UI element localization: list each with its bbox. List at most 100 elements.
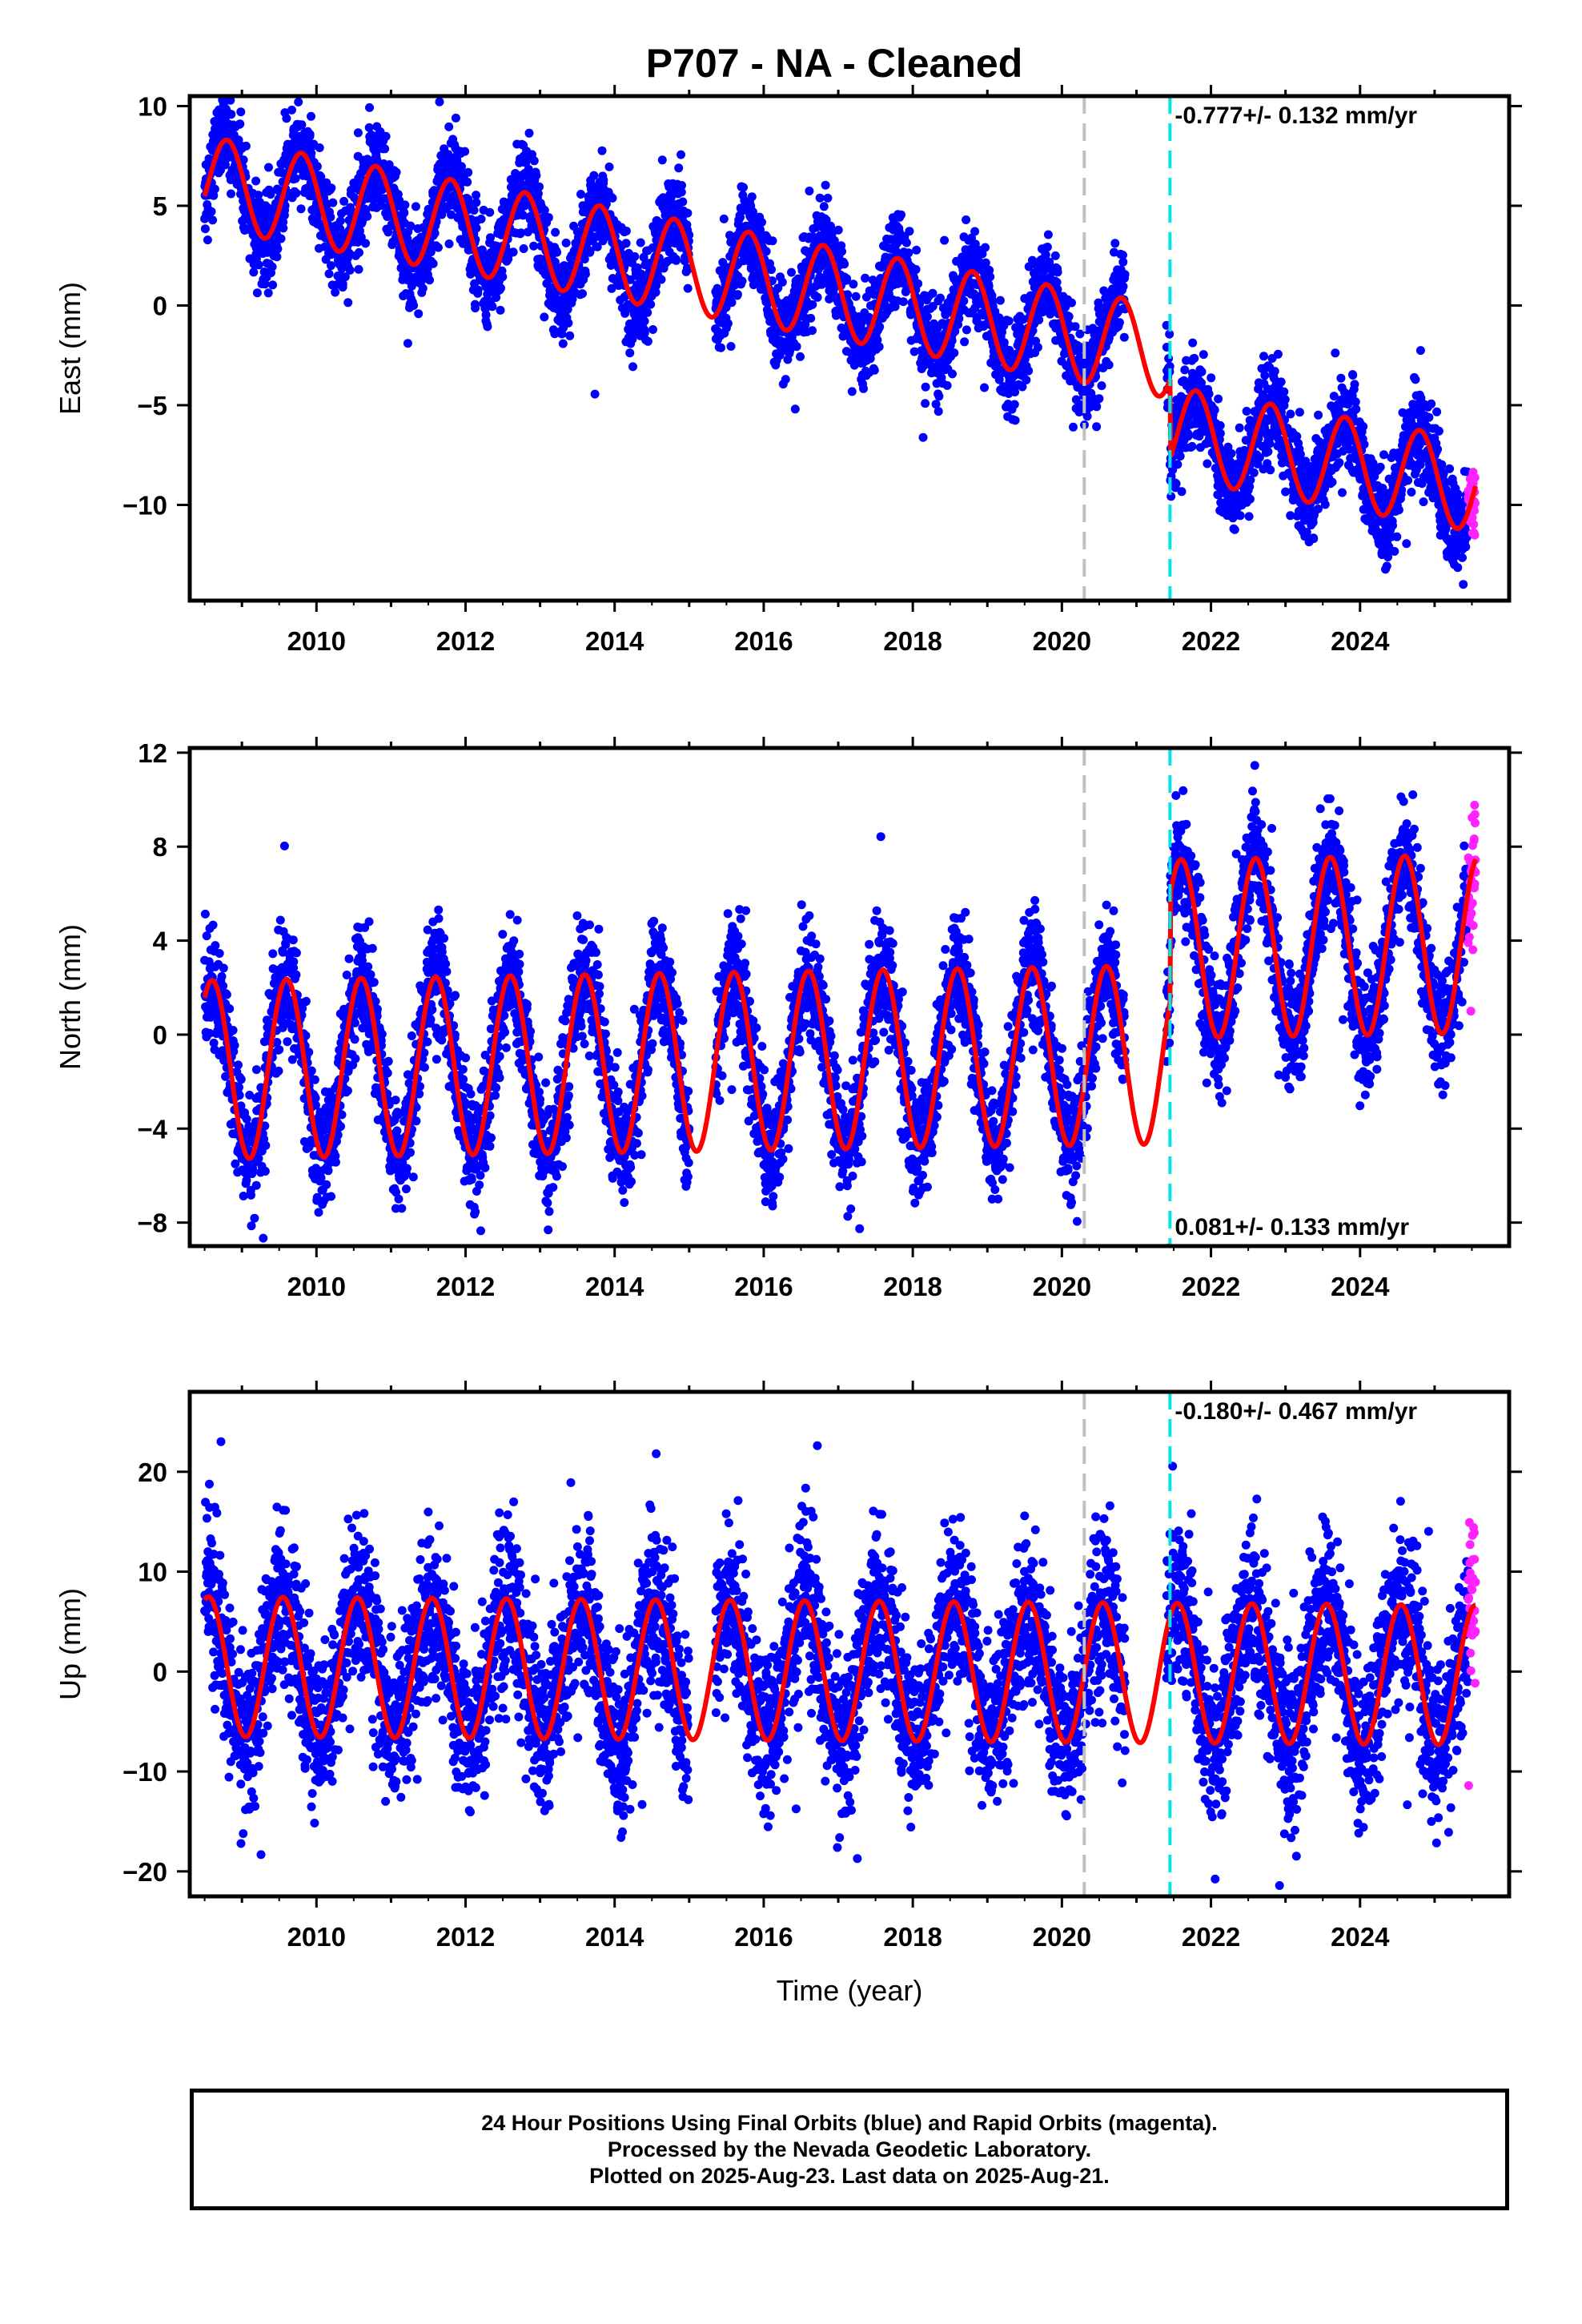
final-point: [276, 234, 286, 243]
final-point: [1286, 409, 1295, 419]
final-point: [296, 204, 306, 214]
final-point: [1175, 452, 1185, 461]
final-point: [1210, 405, 1219, 415]
final-point: [540, 312, 549, 322]
final-point: [249, 267, 259, 277]
final-point: [1235, 423, 1244, 432]
final-point: [851, 292, 861, 301]
final-point: [921, 399, 930, 408]
final-point: [316, 172, 326, 182]
final-point: [529, 156, 539, 166]
final-point: [1104, 360, 1114, 370]
final-point: [307, 111, 315, 121]
final-point: [544, 213, 553, 223]
final-point: [239, 155, 248, 165]
final-point: [808, 326, 817, 336]
final-point: [1314, 410, 1323, 420]
final-point: [425, 275, 434, 285]
final-point: [1259, 352, 1268, 361]
final-point: [291, 174, 300, 183]
final-point: [1042, 243, 1052, 251]
final-point: [1092, 402, 1102, 412]
final-point: [999, 338, 1009, 348]
final-point: [381, 131, 391, 141]
final-point: [354, 264, 363, 274]
final-point: [597, 146, 607, 155]
final-point: [1010, 416, 1020, 425]
final-point: [391, 167, 401, 177]
final-point: [819, 202, 829, 211]
final-point: [1094, 394, 1104, 404]
final-point: [1120, 270, 1130, 279]
final-point: [457, 162, 466, 171]
final-point: [1180, 365, 1190, 375]
final-point: [1188, 338, 1198, 348]
final-point: [498, 272, 508, 282]
final-point: [324, 269, 334, 279]
final-point: [414, 309, 424, 319]
final-point: [472, 191, 481, 200]
final-point: [869, 290, 879, 300]
plot-area: [200, 96, 1480, 601]
final-point: [1245, 494, 1255, 504]
final-point: [1053, 267, 1062, 277]
final-point: [326, 212, 335, 222]
final-point: [723, 319, 733, 328]
final-point: [1335, 458, 1344, 468]
final-point: [1097, 381, 1106, 391]
final-point: [532, 171, 541, 180]
final-point: [922, 312, 932, 321]
final-point: [328, 198, 338, 207]
final-point: [1070, 322, 1080, 332]
final-point: [400, 200, 410, 210]
final-point: [403, 339, 412, 348]
final-point: [847, 387, 857, 396]
final-point: [496, 305, 505, 315]
final-point: [677, 150, 685, 159]
final-point: [315, 143, 324, 152]
final-point: [535, 182, 544, 191]
final-point: [1214, 394, 1223, 404]
final-point: [260, 279, 270, 289]
final-point: [739, 183, 748, 192]
final-point: [640, 328, 649, 338]
final-point: [726, 342, 736, 351]
final-point: [904, 248, 913, 258]
final-point: [608, 193, 617, 203]
final-point: [768, 236, 777, 246]
final-point: [981, 243, 990, 252]
final-point: [1207, 373, 1216, 383]
final-point: [777, 277, 787, 287]
final-point: [1348, 371, 1358, 380]
final-point: [339, 196, 349, 206]
final-point: [203, 235, 212, 245]
final-point: [331, 287, 340, 297]
final-point: [1199, 350, 1208, 360]
final-point: [483, 322, 492, 332]
final-point: [737, 276, 747, 286]
final-point: [948, 369, 957, 379]
final-point: [1067, 298, 1076, 308]
final-point: [604, 162, 614, 171]
final-point: [842, 274, 852, 283]
final-point: [756, 225, 765, 235]
final-point: [338, 279, 347, 289]
final-point: [678, 197, 688, 207]
final-point: [568, 295, 577, 304]
final-point: [980, 383, 989, 392]
final-point: [747, 192, 757, 202]
final-orbit-points: [200, 96, 1480, 589]
final-point: [672, 255, 681, 265]
final-point: [363, 211, 372, 221]
final-point: [444, 122, 454, 131]
final-point: [1249, 468, 1259, 477]
final-point: [578, 289, 587, 299]
final-point: [273, 244, 283, 254]
final-point: [674, 163, 684, 173]
final-point: [995, 296, 1005, 305]
final-point: [648, 325, 657, 334]
final-point: [1227, 448, 1236, 458]
final-point: [1110, 239, 1120, 248]
final-point: [345, 265, 355, 275]
final-point: [790, 404, 800, 414]
